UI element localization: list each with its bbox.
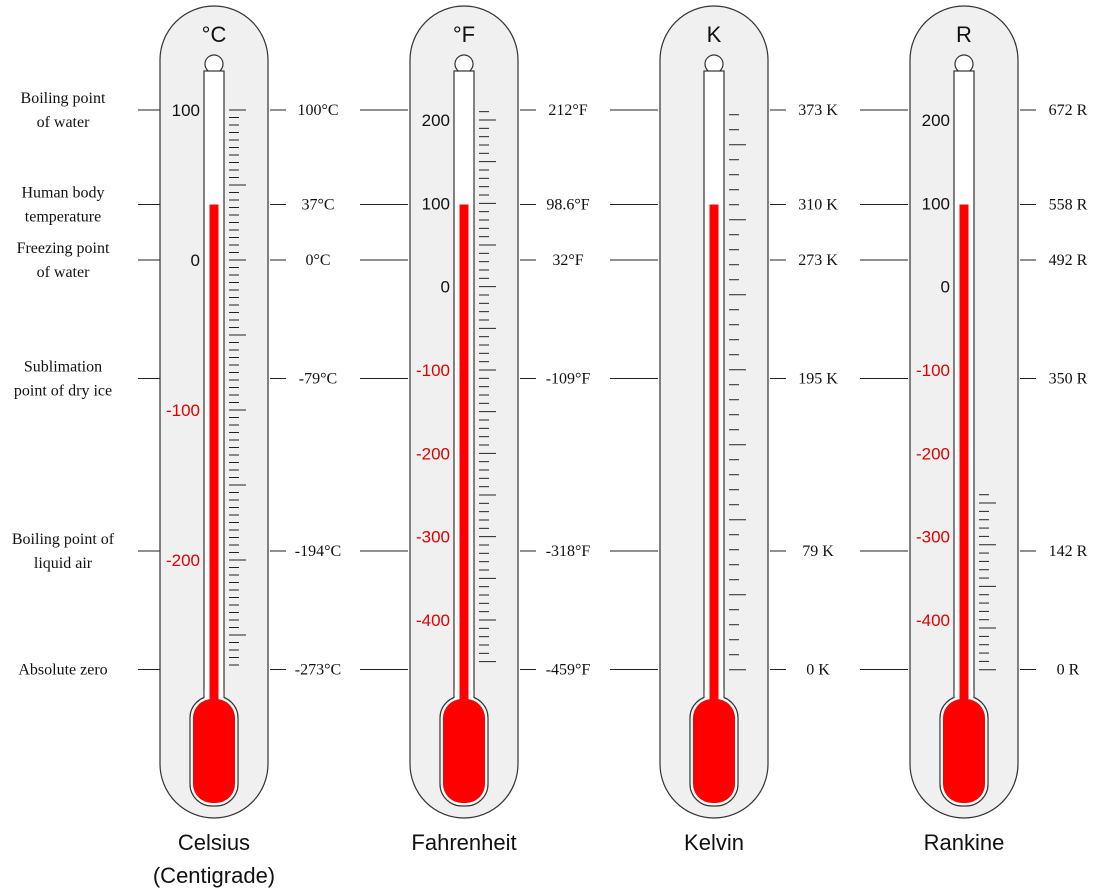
scale-name: Celsius bbox=[178, 830, 250, 855]
reference-label-line: Sublimation bbox=[24, 359, 102, 376]
reading-value: 212°F bbox=[548, 102, 587, 119]
reading-value: 32°F bbox=[552, 252, 583, 269]
reference-label-line: point of dry ice bbox=[14, 383, 112, 400]
tube-top-cap bbox=[454, 54, 474, 74]
thermometer-kelvin: K 373 K 310 K 273 K 195 K 79 K 0 K Kelvin bbox=[610, 5, 838, 855]
reading-value: -194°C bbox=[295, 543, 341, 560]
scale-name: Kelvin bbox=[684, 830, 744, 855]
scale-label: 0 bbox=[191, 251, 200, 270]
thermometer-celsius: °C 100 0 -100 -200 100°C 37°C 0°C -79°C -194°C -27… bbox=[153, 5, 341, 888]
scale-label: 0 bbox=[441, 278, 450, 297]
fluid-column bbox=[959, 204, 969, 712]
reference-label: Absolute zero bbox=[18, 662, 107, 679]
scale-label: -400 bbox=[416, 611, 450, 630]
reading-value: -459°F bbox=[546, 662, 591, 679]
reading-value: 273 K bbox=[798, 252, 838, 269]
scale-label: -100 bbox=[166, 401, 200, 420]
reference-label-line: liquid air bbox=[34, 555, 93, 572]
reference-label-line: of water bbox=[37, 114, 91, 131]
thermometer-rankine: R 200 100 0 -100 -200 -300 -400 672 R 558 R 492 R 3… bbox=[860, 5, 1088, 855]
fluid-column bbox=[709, 204, 719, 712]
reading-value: -79°C bbox=[299, 371, 337, 388]
fluid-bulb bbox=[193, 699, 235, 803]
scale-label: -300 bbox=[416, 528, 450, 547]
reading-value: 100°C bbox=[297, 102, 338, 119]
reference-label: Human body temperature bbox=[21, 185, 104, 226]
fluid-bulb bbox=[443, 699, 485, 803]
unit-symbol: °C bbox=[202, 22, 227, 47]
reference-label-line: of water bbox=[37, 264, 91, 281]
reading-value: 672 R bbox=[1049, 102, 1088, 119]
reading-value: 79 K bbox=[802, 543, 834, 560]
scale-name: Rankine bbox=[924, 830, 1005, 855]
reference-label-line: Boiling point of bbox=[12, 531, 115, 548]
scale-label: -300 bbox=[916, 528, 950, 547]
reference-label: Boiling point of liquid air bbox=[12, 531, 115, 572]
reading-value: 0 R bbox=[1057, 662, 1080, 679]
reference-label: Freezing point of water bbox=[17, 240, 110, 281]
reference-label: Sublimation point of dry ice bbox=[14, 359, 112, 400]
fluid-column bbox=[209, 204, 219, 712]
reading-value: -273°C bbox=[295, 662, 341, 679]
reading-value: -109°F bbox=[546, 371, 591, 388]
scale-label: 200 bbox=[922, 111, 950, 130]
scale-label: 100 bbox=[922, 194, 950, 213]
scale-label: -100 bbox=[916, 361, 950, 380]
reference-label-line: Freezing point bbox=[17, 240, 110, 257]
reading-value: 558 R bbox=[1049, 197, 1088, 214]
scale-label: -400 bbox=[916, 611, 950, 630]
scale-label: -100 bbox=[416, 361, 450, 380]
unit-symbol: K bbox=[707, 22, 722, 47]
fluid-column bbox=[459, 204, 469, 712]
tube-top-cap bbox=[204, 54, 224, 74]
reading-value: 492 R bbox=[1049, 252, 1088, 269]
unit-symbol: R bbox=[956, 22, 972, 47]
reference-label-line: Boiling point bbox=[21, 90, 106, 107]
scale-label: 100 bbox=[172, 101, 200, 120]
tube-top-cap bbox=[954, 54, 974, 74]
scale-label: -200 bbox=[916, 444, 950, 463]
reading-value: 142 R bbox=[1049, 543, 1088, 560]
scale-label: 0 bbox=[941, 278, 950, 297]
reference-label: Boiling point of water bbox=[21, 90, 106, 131]
tube-top-cap bbox=[704, 54, 724, 74]
scale-label: -200 bbox=[166, 551, 200, 570]
reading-value: 98.6°F bbox=[546, 197, 589, 214]
reading-value: 350 R bbox=[1049, 371, 1088, 388]
reading-value: 310 K bbox=[798, 197, 838, 214]
reading-value: 0°C bbox=[305, 252, 330, 269]
reading-value: 37°C bbox=[301, 197, 334, 214]
thermometer-fahrenheit: °F 200 100 0 -100 -200 -300 -400 212°F 98.6°F 32°F… bbox=[360, 5, 591, 855]
scale-name: (Centigrade) bbox=[153, 863, 275, 888]
reference-label-line: Absolute zero bbox=[18, 662, 107, 679]
reading-value: 373 K bbox=[798, 102, 838, 119]
reference-label-line: Human body bbox=[21, 185, 104, 202]
unit-symbol: °F bbox=[453, 22, 475, 47]
fluid-bulb bbox=[693, 699, 735, 803]
scale-label: 200 bbox=[422, 111, 450, 130]
reading-value: 195 K bbox=[798, 371, 838, 388]
reading-value: -318°F bbox=[546, 543, 591, 560]
reading-value: 0 K bbox=[806, 662, 830, 679]
fluid-bulb bbox=[943, 699, 985, 803]
scale-label: 100 bbox=[422, 194, 450, 213]
scale-name: Fahrenheit bbox=[411, 830, 516, 855]
reference-label-line: temperature bbox=[25, 209, 101, 226]
scale-label: -200 bbox=[416, 444, 450, 463]
